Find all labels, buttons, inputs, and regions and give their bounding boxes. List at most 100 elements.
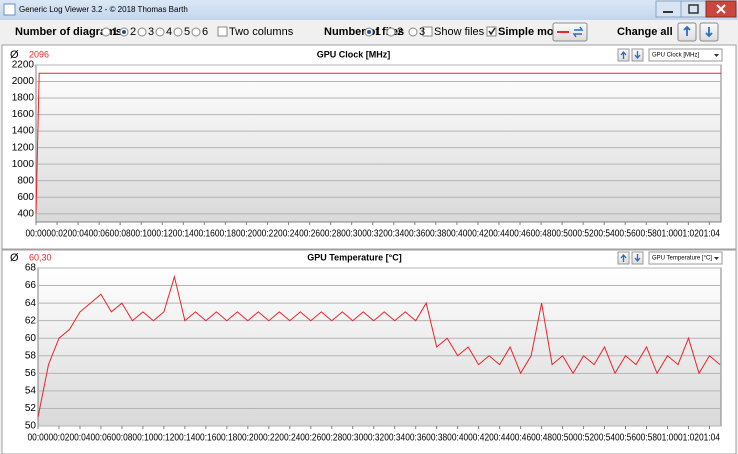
radio-button[interactable] <box>191 27 201 37</box>
x-tick-label: 00:12 <box>153 433 174 444</box>
radio-label: 1 <box>375 26 381 38</box>
y-tick-label: 1000 <box>12 159 35 170</box>
x-tick-label: 00:40 <box>447 433 468 444</box>
x-tick-label: 00:20 <box>237 433 258 444</box>
channel-dropdown-text: GPU Clock [MHz] <box>652 53 699 59</box>
data-line <box>37 274 721 418</box>
x-tick-label: 00:54 <box>594 433 615 444</box>
diagrams-label: Number of diagrams <box>15 26 122 38</box>
y-tick-label: 2000 <box>12 76 35 87</box>
y-tick-label: 66 <box>25 280 37 291</box>
chart-title: GPU Clock [MHz] <box>317 49 391 59</box>
files-label: Number of files <box>324 26 404 38</box>
down-icon <box>705 27 713 38</box>
x-tick-label: 00:06 <box>90 433 111 444</box>
x-tick-label: 01:02 <box>678 229 699 240</box>
change-all-label: Change all <box>617 26 673 38</box>
x-tick-label: 00:32 <box>362 229 383 240</box>
y-tick-label: 50 <box>25 421 37 432</box>
y-tick-label: 52 <box>25 403 37 414</box>
x-tick-label: 00:10 <box>132 433 153 444</box>
radio-button[interactable] <box>101 27 111 37</box>
average-symbol: Ø <box>10 49 19 61</box>
two-columns-label: Two columns <box>229 26 294 38</box>
toolbar: Number of diagrams Two columns Number of… <box>15 22 719 42</box>
x-tick-label: 00:40 <box>446 229 467 240</box>
plot-area <box>37 267 722 427</box>
x-tick-label: 01:04 <box>699 229 720 240</box>
x-tick-label: 00:52 <box>573 433 594 444</box>
show-files-checkbox[interactable] <box>422 26 433 37</box>
minimize-button[interactable] <box>655 0 682 18</box>
y-tick-label: 56 <box>25 368 37 379</box>
plot-area <box>35 64 722 223</box>
y-tick-label: 800 <box>17 175 34 186</box>
x-tick-label: 00:26 <box>299 229 320 240</box>
down-icon <box>634 51 641 60</box>
average-value: 2096 <box>29 49 49 59</box>
x-tick-label: 00:06 <box>89 229 110 240</box>
radio-label: 2 <box>130 26 136 38</box>
swap-icon <box>572 26 584 38</box>
simple-mode-label: Simple mode <box>498 26 566 38</box>
radio-label: 1 <box>112 26 118 38</box>
simple-mode-checkbox[interactable] <box>486 26 497 37</box>
x-tick-label: 00:14 <box>173 229 194 240</box>
y-tick-label: 68 <box>25 263 37 274</box>
radio-label: 6 <box>202 26 208 38</box>
radio-button[interactable] <box>155 27 165 37</box>
radio-button[interactable] <box>386 27 396 37</box>
y-tick-label: 1400 <box>12 126 35 137</box>
channel-dropdown[interactable] <box>648 251 723 265</box>
radio-button[interactable] <box>137 27 147 37</box>
x-tick-label: 00:46 <box>510 229 531 240</box>
y-tick-label: 54 <box>25 386 37 397</box>
x-tick-label: 00:10 <box>131 229 152 240</box>
style-button[interactable] <box>552 22 588 42</box>
x-tick-label: 00:46 <box>510 433 531 444</box>
y-tick-label: 1200 <box>12 142 35 153</box>
channel-dropdown[interactable] <box>648 48 723 62</box>
x-tick-label: 00:22 <box>257 229 278 240</box>
x-tick-label: 01:00 <box>657 433 678 444</box>
up-icon <box>683 25 691 36</box>
x-tick-label: 01:02 <box>678 433 699 444</box>
close-icon <box>716 4 726 14</box>
x-tick-label: 00:24 <box>278 229 299 240</box>
maximize-button[interactable] <box>680 0 707 18</box>
x-tick-label: 00:02 <box>47 229 68 240</box>
x-tick-label: 00:14 <box>174 433 195 444</box>
maximize-icon <box>688 4 699 14</box>
x-tick-label: 00:18 <box>215 229 236 240</box>
down-icon <box>634 254 641 263</box>
x-tick-label: 00:00 <box>28 433 49 444</box>
x-tick-label: 00:20 <box>236 229 257 240</box>
x-tick-label: 00:50 <box>552 433 573 444</box>
radio-label: 4 <box>166 26 172 38</box>
y-tick-label: 58 <box>25 350 37 361</box>
radio-button[interactable] <box>408 27 418 37</box>
x-tick-label: 00:00 <box>26 229 47 240</box>
x-tick-label: 00:58 <box>636 433 657 444</box>
x-tick-label: 00:04 <box>69 433 90 444</box>
radio-dot <box>122 30 126 34</box>
x-tick-label: 00:44 <box>488 229 509 240</box>
y-tick-label: 600 <box>17 192 34 203</box>
x-tick-label: 00:52 <box>573 229 594 240</box>
x-tick-label: 00:32 <box>363 433 384 444</box>
up-icon <box>620 50 627 59</box>
x-tick-label: 00:36 <box>404 229 425 240</box>
x-tick-label: 00:48 <box>531 229 552 240</box>
show-files-label: Show files <box>434 26 485 38</box>
radio-label: 3 <box>419 26 425 38</box>
x-tick-label: 00:42 <box>468 433 489 444</box>
y-tick-label: 62 <box>25 315 37 326</box>
x-tick-label: 00:28 <box>320 229 341 240</box>
radio-button[interactable] <box>173 27 183 37</box>
x-tick-label: 00:02 <box>48 433 69 444</box>
window-title: Generic Log Viewer 3.2 - © 2018 Thomas B… <box>19 5 188 14</box>
radio-label: 5 <box>184 26 190 38</box>
two-columns-checkbox[interactable] <box>217 26 228 37</box>
x-tick-label: 00:24 <box>279 433 300 444</box>
